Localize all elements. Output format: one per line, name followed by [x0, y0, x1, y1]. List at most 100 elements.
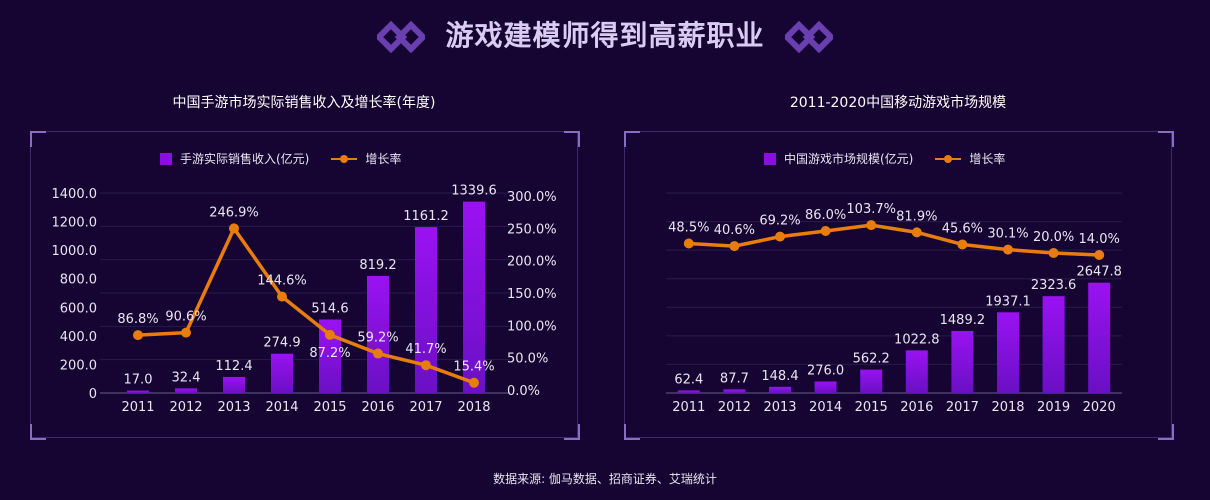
double-diamond-icon [785, 20, 834, 54]
line-point [775, 231, 785, 242]
bar [951, 330, 974, 393]
y-tick-label-left: 1200.0 [52, 216, 98, 231]
bar-data-label: 62.4 [674, 372, 703, 387]
line-data-label: 40.6% [714, 223, 755, 238]
x-tick-label: 2014 [809, 400, 842, 415]
line-point [911, 227, 922, 238]
bar [367, 275, 389, 393]
bar [1042, 296, 1065, 393]
x-tick-label: 2013 [217, 400, 250, 415]
bar-data-label: 17.0 [124, 373, 153, 388]
frame-corner [30, 424, 46, 440]
x-tick-label: 2013 [763, 400, 796, 415]
line-point [181, 327, 191, 338]
legend-left: 手游实际销售收入(亿元) 增长率 [160, 150, 401, 167]
line-data-label: 20.0% [1033, 230, 1074, 245]
y-tick-label-right: 50.0% [507, 352, 548, 367]
bar [905, 350, 928, 393]
x-tick-label: 2019 [1037, 400, 1070, 415]
frame-corner [1158, 424, 1174, 440]
x-tick-label: 2014 [265, 400, 298, 415]
bar-data-label: 112.4 [215, 359, 252, 374]
bar-data-label: 87.7 [720, 371, 749, 386]
chart-frame-left [30, 131, 578, 438]
frame-corner [30, 131, 46, 147]
bar-data-label: 276.0 [807, 364, 844, 379]
growth-rate-line [137, 226, 475, 385]
line-point [1094, 250, 1105, 260]
chart-title-left: 中国手游市场实际销售收入及增长率(年度) [172, 95, 436, 111]
line-data-label: 41.7% [405, 342, 446, 357]
bar-data-label: 2647.8 [1076, 265, 1122, 280]
line-point [1003, 244, 1013, 255]
bar [860, 369, 883, 393]
line-point [325, 329, 335, 340]
legend-bar-label: 中国游戏市场规模(亿元) [784, 152, 914, 166]
frame-corner [624, 131, 640, 147]
line-data-label: 90.6% [165, 310, 206, 325]
bar [415, 227, 437, 393]
bar [677, 390, 700, 393]
y-tick-label-left: 1400.0 [52, 187, 98, 202]
line-data-label: 86.8% [117, 312, 158, 327]
line-point [133, 330, 143, 341]
line-point [957, 239, 968, 250]
bar-data-label: 2323.6 [1031, 278, 1077, 293]
y-tick-label-left: 600.0 [60, 301, 97, 316]
page-title: 游戏建模师得到高薪职业 [445, 19, 765, 52]
line-data-label: 14.0% [1079, 232, 1120, 247]
legend-line-swatch [935, 154, 962, 163]
bar-data-label: 1161.2 [403, 209, 449, 224]
x-tick-label: 2017 [409, 400, 442, 415]
legend-line-label: 增长率 [969, 152, 1006, 166]
legend-bar-swatch [764, 152, 776, 165]
bar [223, 376, 245, 393]
x-tick-label: 2016 [900, 400, 933, 415]
line-data-label: 246.9% [209, 205, 259, 220]
legend-line-swatch [331, 154, 358, 163]
legend-right: 中国游戏市场规模(亿元) 增长率 [764, 150, 1005, 167]
bar-data-label: 274.9 [263, 336, 300, 351]
y-tick-label-right: 0.0% [507, 384, 540, 399]
y-tick-label-left: 1000.0 [52, 244, 98, 259]
x-tick-label: 2015 [313, 400, 346, 415]
line-data-label: 30.1% [987, 227, 1028, 242]
bar [769, 386, 791, 393]
legend-line-label: 增长率 [365, 152, 402, 166]
double-diamond-icon [376, 20, 425, 54]
line-point [683, 238, 694, 249]
page-title-bar: 游戏建模师得到高薪职业 [0, 14, 1210, 54]
bar [175, 388, 197, 393]
line-data-label: 45.6% [942, 221, 983, 236]
line-data-label: 144.6% [257, 274, 307, 289]
bar [723, 389, 746, 393]
x-tick-label: 2020 [1083, 400, 1116, 415]
y-tick-label-right: 300.0% [507, 190, 557, 205]
growth-rate-line [688, 223, 1100, 257]
line-data-label: 103.7% [846, 202, 896, 217]
line-point [277, 291, 287, 302]
x-tick-label: 2012 [169, 400, 202, 415]
chart-frame-right [624, 131, 1172, 438]
line-data-label: 59.2% [357, 331, 398, 346]
y-tick-label-right: 200.0% [507, 255, 557, 270]
x-tick-label: 2017 [946, 400, 979, 415]
bar-data-label: 1022.8 [894, 332, 940, 347]
data-source: 数据来源: 伽马数据、招商证券、艾瑞统计 [493, 472, 717, 486]
x-tick-label: 2016 [361, 400, 394, 415]
bar-data-label: 148.4 [761, 369, 798, 384]
line-point [229, 223, 239, 234]
x-tick-label: 2018 [457, 400, 490, 415]
bar-data-label: 1339.6 [451, 184, 497, 199]
bar-data-label: 1937.1 [985, 294, 1031, 309]
line-data-label: 86.0% [805, 208, 846, 223]
line-data-label: 15.4% [453, 360, 494, 375]
line-data-label: 48.5% [668, 221, 709, 236]
legend-bar-swatch [160, 152, 172, 165]
y-tick-label-left: 0 [89, 387, 97, 402]
bar-data-label: 514.6 [311, 301, 348, 316]
y-tick-label-left: 800.0 [60, 273, 97, 288]
line-point [820, 226, 831, 236]
y-tick-label-right: 250.0% [507, 222, 557, 237]
